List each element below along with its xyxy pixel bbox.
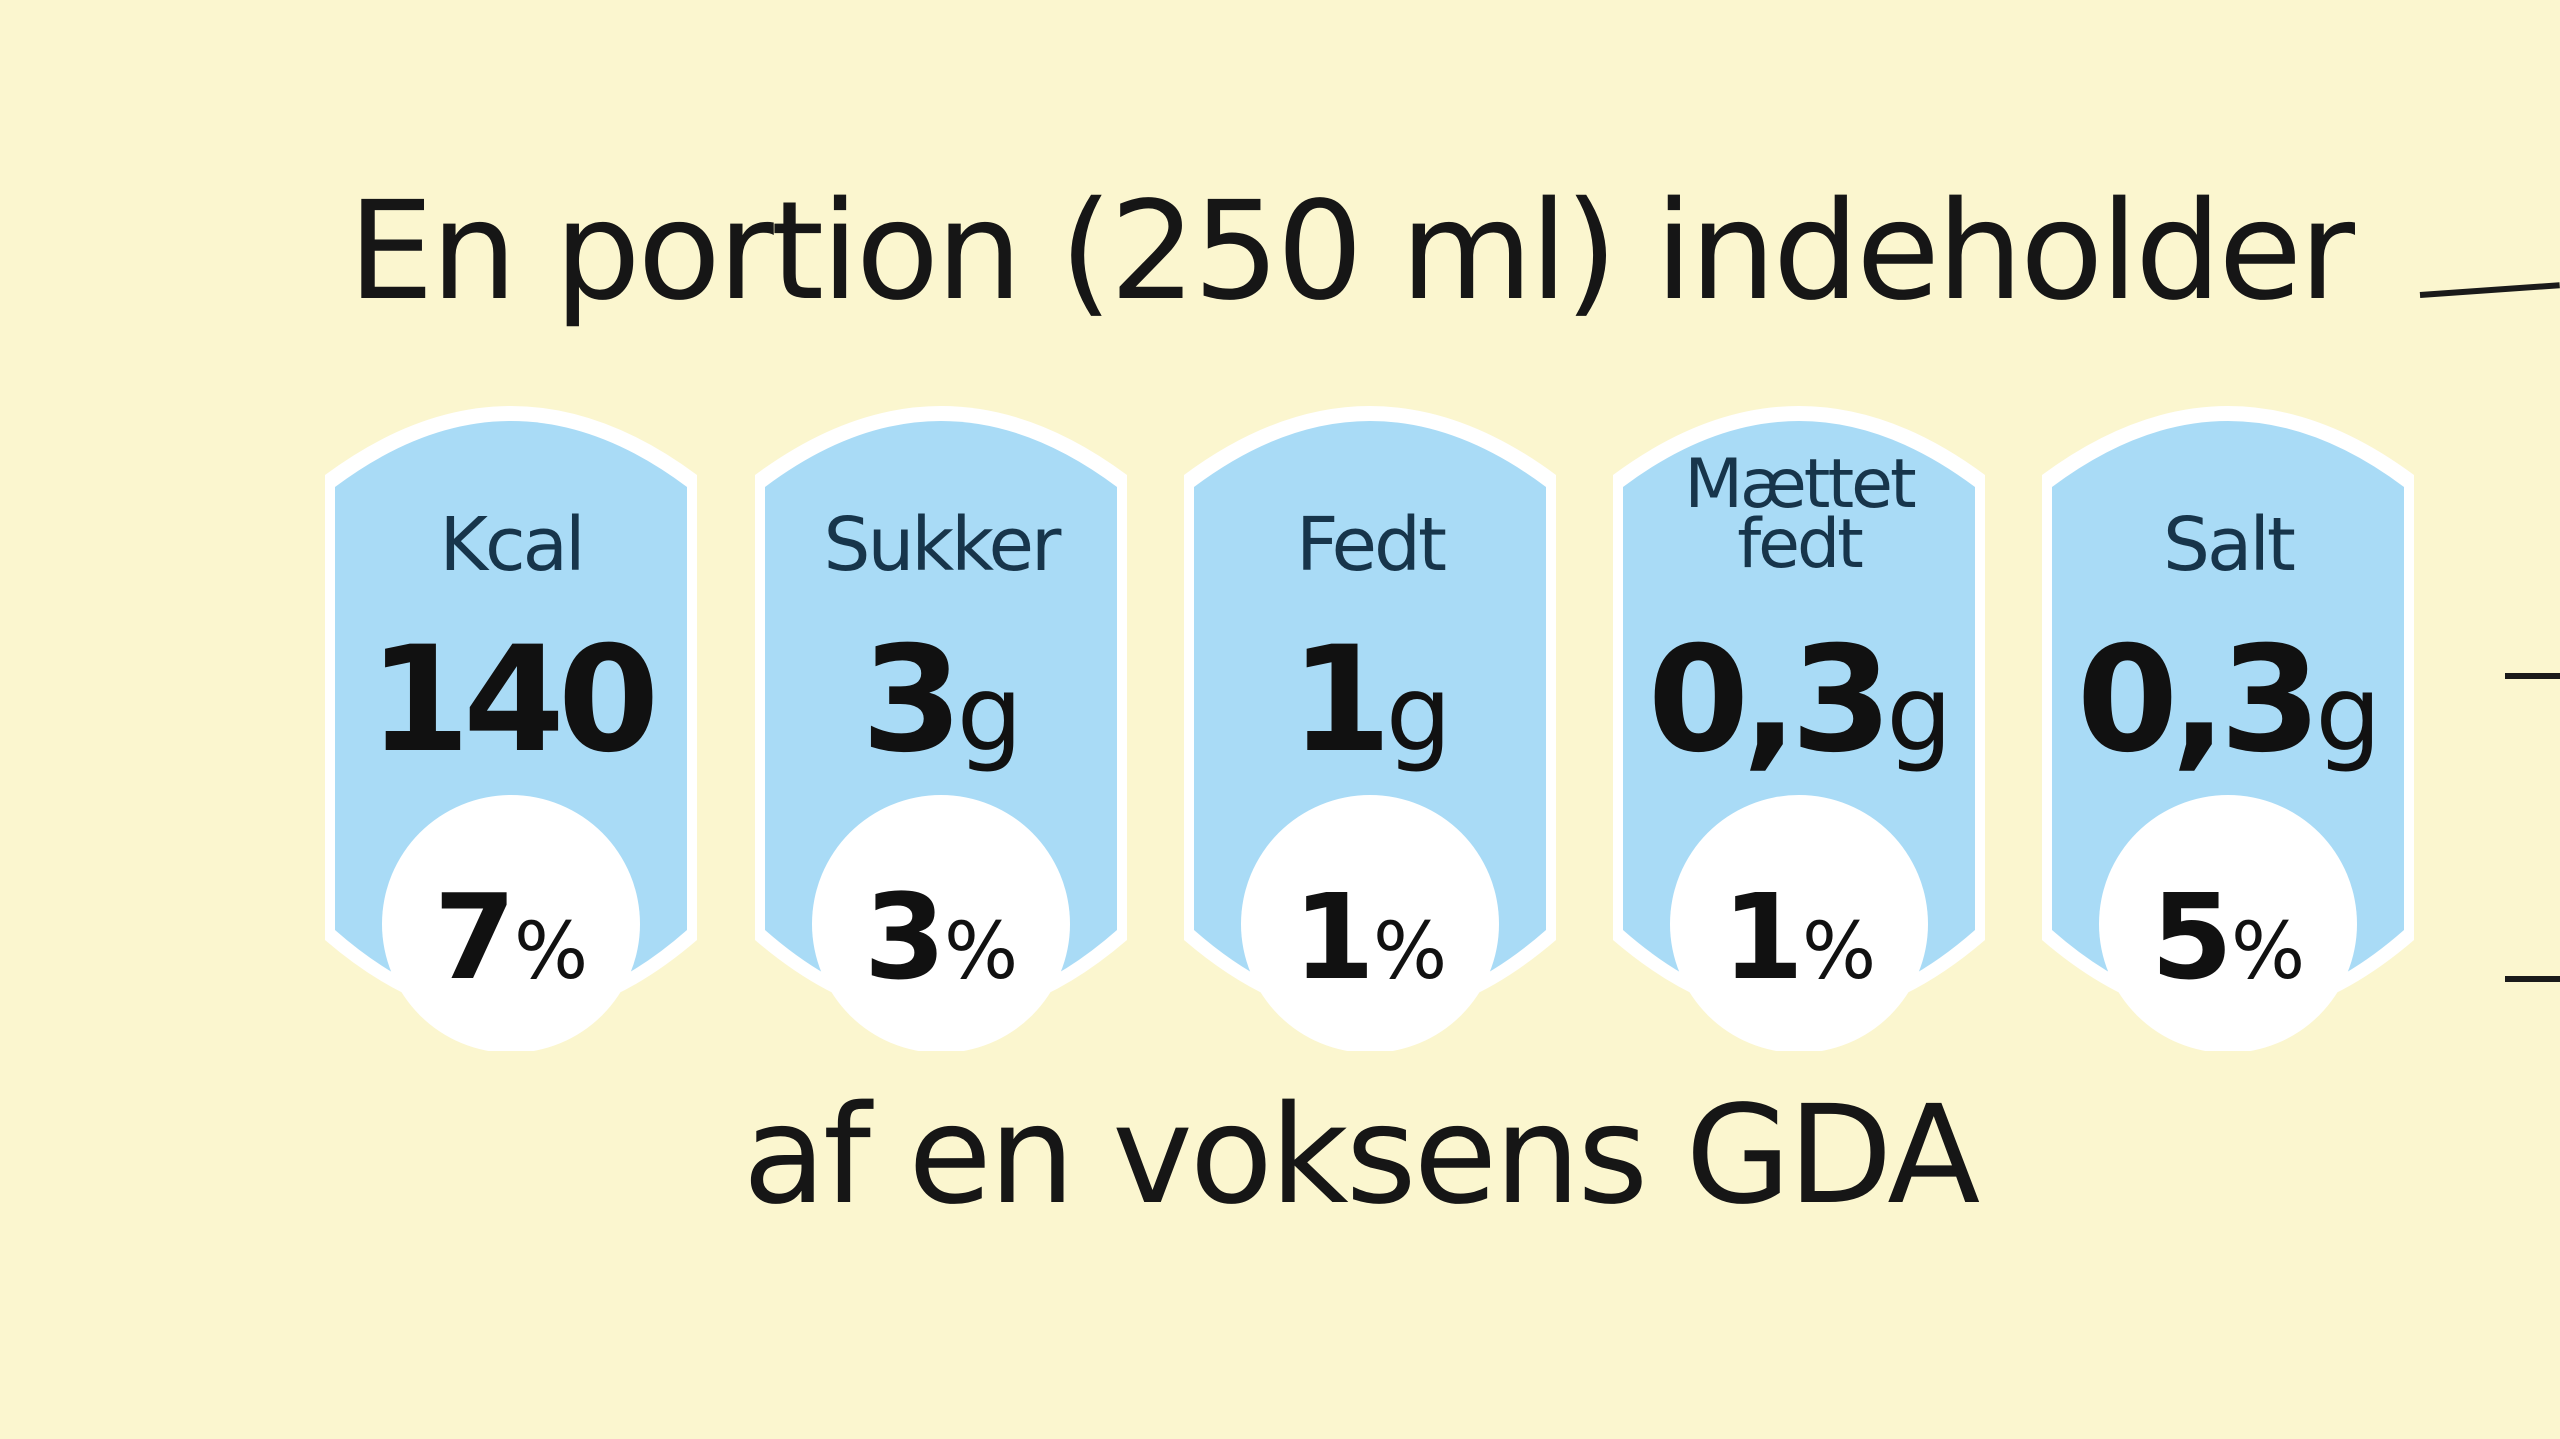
nutrient-label: Sukker — [823, 502, 1062, 588]
nutrient-badge-fedt: Fedt 1g 1% — [1156, 395, 1584, 1051]
badge-shape — [755, 406, 1127, 1051]
nutrient-percent: 5% — [2014, 868, 2442, 1006]
percent-symbol: % — [1801, 907, 1877, 997]
side-line-top — [2419, 282, 2560, 298]
nutrient-badge-kcal: Kcal 140 7% — [297, 395, 725, 1051]
nutrient-amount: 140 — [368, 615, 660, 785]
nutrient-unit: g — [2315, 653, 2381, 775]
nutrient-value: 3g — [727, 627, 1155, 773]
nutrient-unit: g — [1385, 653, 1452, 775]
nutrient-label-line1: Mættet — [1684, 445, 1916, 524]
nutrient-unit: g — [956, 653, 1023, 775]
nutrient-badge-salt: Salt 0,3g 5% — [2014, 395, 2442, 1051]
nutrient-value: 0,3g — [1585, 627, 2013, 773]
nutrient-percent: 1% — [1156, 868, 1584, 1006]
percent-value: 7 — [433, 868, 516, 1006]
side-line-middle — [2505, 673, 2560, 679]
nutrient-unit: g — [1886, 653, 1952, 775]
percent-value: 1 — [1292, 868, 1375, 1006]
nutrient-percent: 7% — [297, 868, 725, 1006]
portion-title: En portion (250 ml) indeholder — [347, 173, 2355, 331]
nutrient-label: Fedt — [1295, 502, 1447, 588]
nutrient-badge-maettet-fedt: Mættet fedt 0,3g 1% — [1585, 395, 2013, 1051]
nutrient-value: 140 — [297, 627, 725, 773]
percent-value: 5 — [2150, 868, 2233, 1006]
nutrient-value: 0,3g — [2014, 627, 2442, 773]
badge-shape — [1613, 406, 1985, 1051]
nutrient-percent: 3% — [727, 868, 1155, 1006]
percent-value: 3 — [863, 868, 946, 1006]
nutrient-label-line2: fedt — [1737, 504, 1864, 584]
nutrient-label: Salt — [2163, 502, 2296, 588]
side-line-bottom — [2505, 976, 2560, 982]
percent-symbol: % — [943, 907, 1019, 997]
nutrient-label: Mættet fedt — [1585, 445, 2013, 584]
nutrient-amount: 0,3 — [1647, 615, 1893, 785]
nutrient-amount: 0,3 — [2076, 615, 2322, 785]
gda-caption: af en voksens GDA — [742, 1077, 1981, 1235]
percent-symbol: % — [2230, 907, 2306, 997]
badge-shape — [1184, 406, 1556, 1051]
nutrient-percent: 1% — [1585, 868, 2013, 1006]
nutrient-badge-sukker: Sukker 3g 3% — [727, 395, 1155, 1051]
percent-symbol: % — [513, 907, 589, 997]
nutrient-amount: 3 — [861, 615, 963, 785]
nutrient-amount: 1 — [1290, 615, 1392, 785]
badge-shape — [325, 406, 697, 1051]
percent-symbol: % — [1372, 907, 1448, 997]
badge-shape — [2042, 406, 2414, 1051]
nutrient-value: 1g — [1156, 627, 1584, 773]
percent-value: 1 — [1721, 868, 1804, 1006]
nutrient-label: Kcal — [439, 502, 585, 588]
